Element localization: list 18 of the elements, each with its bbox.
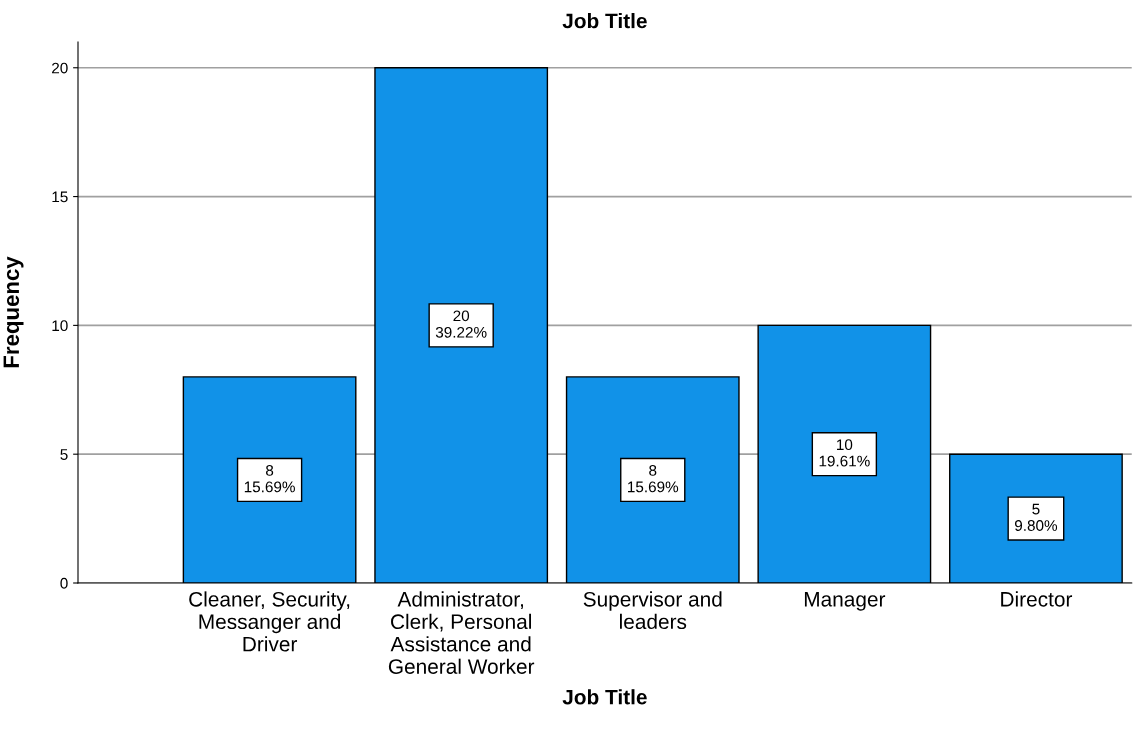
data-label: 10 19.61% — [819, 439, 870, 467]
data-label: 8 15.69% — [628, 465, 679, 493]
x-tick-label: Director — [1001, 591, 1073, 607]
y-tick-label: 5 — [60, 449, 68, 460]
data-label: 5 9.80% — [1015, 503, 1058, 531]
chart-title: Job Title — [562, 13, 647, 29]
x-tick-label: Manager — [804, 592, 886, 611]
data-label: 8 15.69% — [244, 465, 295, 493]
x-tick-label: Administrator, Clerk, Personal Assistance and General Worker — [388, 591, 535, 674]
y-tick-label: 10 — [52, 320, 68, 332]
x-tick-label: Supervisor and leaders — [583, 591, 722, 630]
y-tick-label: 15 — [52, 191, 68, 203]
data-label: 20 39.22% — [435, 310, 487, 338]
y-axis-title: Frequency — [3, 256, 24, 368]
x-axis-title: Job Title — [562, 689, 647, 705]
y-tick-label: 20 — [52, 62, 68, 74]
y-tick-label: 0 — [60, 577, 68, 589]
x-tick-label: Cleaner, Security, Messanger and Driver — [189, 591, 350, 652]
